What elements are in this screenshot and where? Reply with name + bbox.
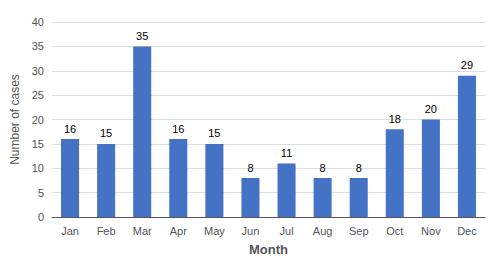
svg-text:29: 29 <box>461 59 473 71</box>
svg-text:30: 30 <box>32 65 44 77</box>
svg-text:Nov: Nov <box>421 225 441 237</box>
svg-text:Month: Month <box>249 242 288 257</box>
svg-text:20: 20 <box>32 114 44 126</box>
svg-text:35: 35 <box>32 40 44 52</box>
svg-text:35: 35 <box>136 30 148 42</box>
svg-text:11: 11 <box>281 147 292 159</box>
svg-text:8: 8 <box>356 162 362 174</box>
svg-text:15: 15 <box>100 127 112 139</box>
svg-text:16: 16 <box>172 123 184 135</box>
svg-text:Dec: Dec <box>457 225 477 237</box>
svg-text:Jul: Jul <box>280 225 294 237</box>
svg-text:Jan: Jan <box>61 225 79 237</box>
svg-text:Feb: Feb <box>97 225 116 237</box>
svg-text:5: 5 <box>38 187 44 199</box>
svg-text:18: 18 <box>389 113 401 125</box>
svg-text:Sep: Sep <box>349 225 369 237</box>
svg-text:16: 16 <box>64 123 76 135</box>
svg-text:May: May <box>204 225 225 237</box>
svg-text:40: 40 <box>32 16 44 28</box>
svg-text:10: 10 <box>32 162 44 174</box>
svg-text:20: 20 <box>425 103 437 115</box>
svg-text:0: 0 <box>38 211 44 223</box>
svg-text:Apr: Apr <box>170 225 187 237</box>
svg-text:25: 25 <box>32 89 44 101</box>
svg-text:8: 8 <box>320 162 326 174</box>
svg-text:15: 15 <box>32 138 44 150</box>
svg-text:8: 8 <box>247 162 253 174</box>
svg-text:Oct: Oct <box>386 225 403 237</box>
svg-text:Number of cases: Number of cases <box>8 74 22 165</box>
svg-text:15: 15 <box>208 127 220 139</box>
svg-text:Aug: Aug <box>313 225 333 237</box>
svg-text:Mar: Mar <box>133 225 152 237</box>
svg-text:Jun: Jun <box>242 225 260 237</box>
